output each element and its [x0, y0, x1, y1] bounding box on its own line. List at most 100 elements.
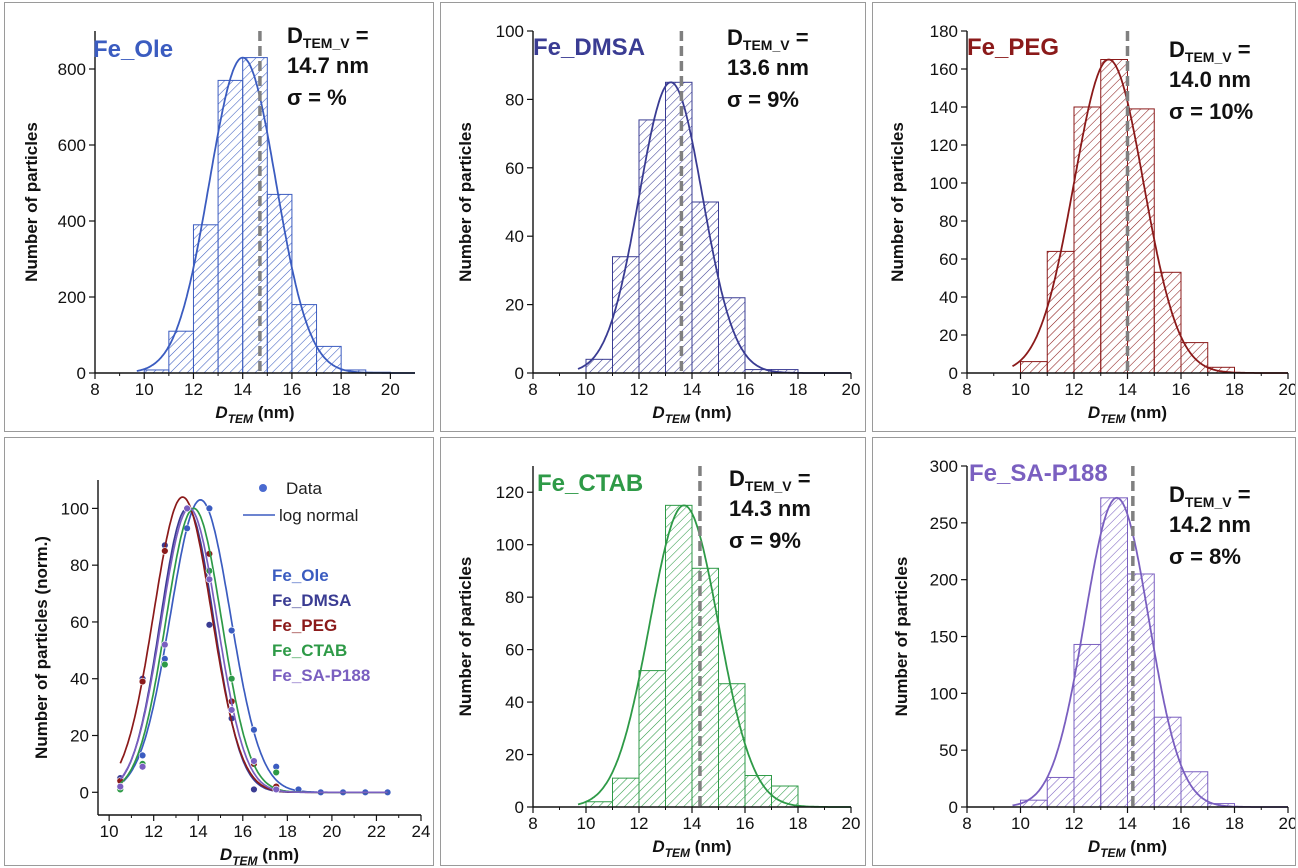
x-tick-label: 16 — [736, 814, 755, 833]
data-point — [250, 726, 258, 734]
y-tick-label: 20 — [505, 746, 524, 765]
data-point — [161, 640, 169, 649]
histogram-bar — [585, 801, 613, 808]
mean-diameter-label: DTEM_V = — [1169, 482, 1251, 510]
legend-series-label: Fe_PEG — [272, 616, 337, 635]
y-tick-label: 80 — [939, 212, 958, 231]
data-point — [227, 626, 236, 635]
y-tick-label: 60 — [939, 250, 958, 269]
x-tick-label: 20 — [842, 814, 861, 833]
y-tick-label: 20 — [939, 326, 958, 345]
data-point — [227, 706, 236, 714]
x-tick-label: 8 — [962, 380, 971, 399]
x-axis-label: DTEM (nm) — [220, 845, 299, 865]
histogram-bar — [638, 119, 666, 374]
histogram-bar — [242, 57, 268, 374]
data-point — [183, 524, 191, 532]
legend-series-label: Fe_Ole — [272, 566, 329, 585]
x-tick-label: 14 — [189, 822, 208, 841]
sample-title: Fe_PEG — [967, 34, 1059, 61]
x-tick-label: 10 — [100, 822, 119, 841]
lognormal-fit-curve — [119, 496, 388, 794]
histogram-bar — [266, 193, 293, 374]
histogram-panel-fe-dmsa: 8 10 12 14 16 18 20 0 20 40 60 80 100 Number of parti… — [440, 2, 866, 432]
y-tick-label: 150 — [930, 628, 958, 647]
size-dispersion-value: σ = 8% — [1169, 544, 1241, 569]
data-point — [138, 763, 147, 771]
x-axis-label: DTEM (nm) — [215, 403, 294, 426]
size-dispersion-value: σ = % — [287, 85, 347, 110]
x-axis-label: DTEM (nm) — [652, 403, 731, 426]
data-point — [138, 751, 147, 760]
x-tick-label: 18 — [789, 380, 808, 399]
y-axis-label: Number of particles — [22, 122, 41, 282]
x-tick-label: 10 — [135, 380, 154, 399]
x-tick-label: 10 — [577, 380, 596, 399]
y-tick-label: 120 — [930, 136, 958, 155]
histogram-bar — [1020, 361, 1048, 374]
y-tick-label: 0 — [80, 783, 89, 802]
y-tick-label: 100 — [496, 536, 524, 555]
lognormal-comparison-panel: 10 12 14 16 18 20 22 24 0 20 40 60 80 100 Number of pa… — [4, 437, 434, 866]
y-tick-label: 20 — [505, 296, 524, 315]
y-tick-label: 0 — [949, 798, 958, 817]
y-tick-label: 40 — [505, 693, 524, 712]
x-tick-label: 20 — [322, 822, 341, 841]
histogram-bar — [691, 201, 719, 374]
x-tick-label: 16 — [736, 380, 755, 399]
x-tick-label: 24 — [412, 822, 431, 841]
data-point — [227, 675, 236, 683]
y-tick-label: 50 — [939, 741, 958, 760]
x-tick-label: 16 — [1172, 814, 1191, 833]
x-tick-label: 12 — [144, 822, 163, 841]
x-tick-label: 8 — [528, 380, 537, 399]
y-tick-label: 0 — [949, 364, 958, 383]
chart-svg: 8 10 12 14 16 18 20 0 20 40 60 80 100 120 Number of pa… — [456, 466, 861, 860]
x-tick-label: 14 — [683, 380, 702, 399]
histogram-bar — [1153, 271, 1182, 374]
x-tick-label: 14 — [233, 380, 252, 399]
data-point — [138, 677, 147, 686]
y-axis-label: Number of particles — [888, 122, 907, 282]
y-tick-label: 100 — [930, 684, 958, 703]
data-point — [161, 547, 169, 555]
histogram-bar — [718, 683, 746, 808]
histogram-bar — [1073, 106, 1102, 374]
mean-diameter-label: DTEM_V = — [1169, 37, 1251, 65]
mean-diameter-label: DTEM_V = — [287, 23, 369, 51]
lognormal-fit-curve — [119, 507, 388, 794]
y-tick-label: 100 — [930, 174, 958, 193]
y-tick-label: 100 — [61, 499, 89, 518]
lognormal-fit-curve — [119, 507, 388, 794]
histogram-bar — [1153, 716, 1182, 808]
y-axis-label: Number of particles — [892, 557, 911, 717]
data-point — [205, 575, 214, 584]
histogram-bar — [316, 345, 342, 374]
y-tick-label: 20 — [70, 727, 89, 746]
histogram-bar — [1046, 250, 1075, 374]
y-tick-label: 80 — [505, 588, 524, 607]
size-dispersion-value: σ = 10% — [1169, 99, 1253, 124]
legend-series-label: Fe_CTAB — [272, 641, 347, 660]
legend-series-label: Fe_SA-P188 — [272, 666, 370, 685]
data-point — [205, 504, 214, 513]
x-tick-label: 18 — [1225, 380, 1244, 399]
y-tick-label: 0 — [515, 364, 524, 383]
sample-title: Fe_CTAB — [537, 470, 643, 497]
y-tick-label: 600 — [58, 136, 86, 155]
histogram-bar — [612, 256, 640, 374]
histogram-bar — [638, 670, 666, 808]
x-tick-label: 10 — [1011, 380, 1030, 399]
y-tick-label: 100 — [496, 22, 524, 41]
x-tick-label: 14 — [683, 814, 702, 833]
size-dispersion-value: σ = 9% — [727, 87, 799, 112]
x-axis-label: DTEM (nm) — [1088, 403, 1167, 426]
y-tick-label: 60 — [505, 159, 524, 178]
y-tick-label: 40 — [70, 670, 89, 689]
data-point — [205, 621, 214, 629]
histogram-bar — [718, 297, 746, 374]
y-tick-label: 0 — [515, 798, 524, 817]
y-tick-label: 40 — [939, 288, 958, 307]
